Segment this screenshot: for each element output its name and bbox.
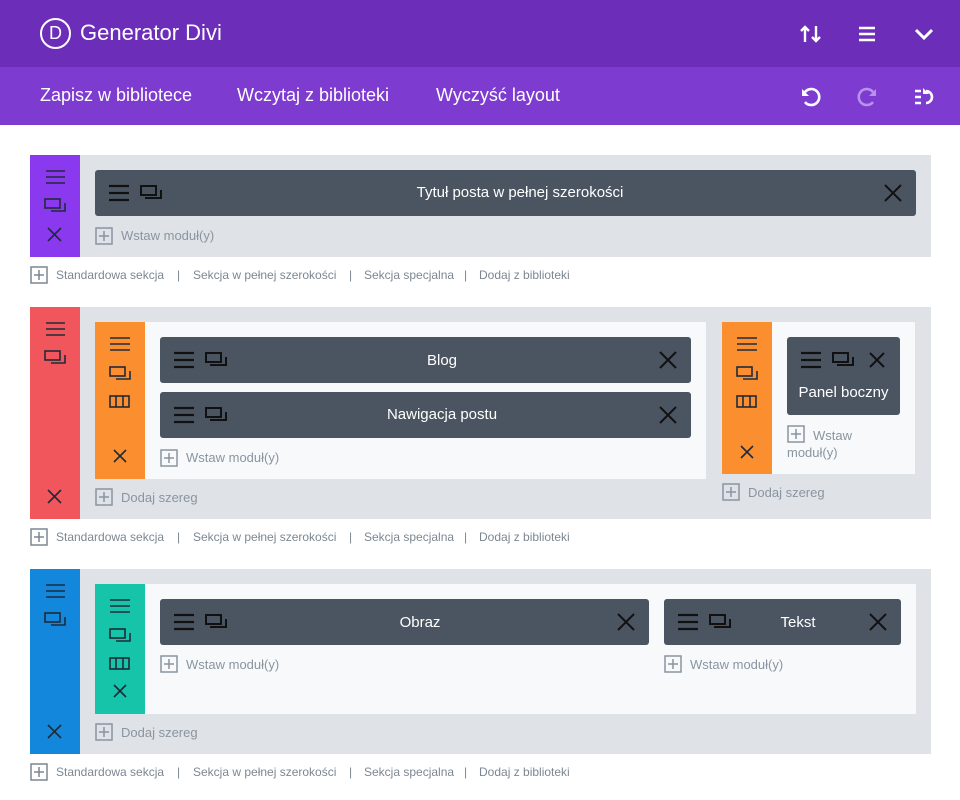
plus-icon[interactable] <box>95 723 113 741</box>
close-icon[interactable] <box>882 182 904 204</box>
separator: | <box>349 765 353 779</box>
module-image[interactable] <box>160 599 649 645</box>
plus-icon[interactable] <box>160 449 178 467</box>
module-menu-icon[interactable] <box>676 611 736 633</box>
separator: | <box>177 530 181 544</box>
add-special-section-link[interactable]: Sekcja specjalna <box>364 765 455 779</box>
module-title: Panel boczny <box>798 384 889 401</box>
plus-icon[interactable] <box>160 655 178 673</box>
row-handle[interactable] <box>95 322 145 479</box>
module-menu-icon[interactable] <box>799 349 891 371</box>
close-icon[interactable] <box>615 611 637 633</box>
module-title: Tekst <box>780 614 816 631</box>
divi-logo: D <box>40 18 71 49</box>
close-icon[interactable] <box>657 349 679 371</box>
add-from-library-link[interactable]: Dodaj z biblioteki <box>479 765 570 779</box>
hamburger-icon[interactable] <box>852 19 882 49</box>
insert-module-link[interactable]: Wstaw moduł(y) <box>121 228 215 243</box>
load-from-library-button[interactable]: Wczytaj z biblioteki <box>237 85 390 105</box>
close-icon[interactable] <box>867 611 889 633</box>
module-post-navigation[interactable] <box>160 392 691 438</box>
history-icon[interactable] <box>909 82 939 112</box>
module-menu-icon[interactable] <box>172 404 232 426</box>
add-special-section-link[interactable]: Sekcja specjalna <box>364 268 455 282</box>
row-handle[interactable] <box>722 322 772 474</box>
separator: | <box>464 530 468 544</box>
sort-arrows-icon[interactable] <box>796 19 826 49</box>
add-from-library-link[interactable]: Dodaj z biblioteki <box>479 530 570 544</box>
add-special-section-link[interactable]: Sekcja specjalna <box>364 530 455 544</box>
module-menu-icon[interactable] <box>172 349 232 371</box>
insert-module-link[interactable]: Wstaw moduł(y) <box>690 657 784 672</box>
separator: | <box>349 530 353 544</box>
add-standard-section-link[interactable]: Standardowa sekcja <box>56 530 165 544</box>
section-handle[interactable] <box>30 155 80 257</box>
insert-module-link[interactable]: Wstaw moduł(y) <box>186 657 280 672</box>
separator: | <box>464 268 468 282</box>
section-handle[interactable] <box>30 569 80 754</box>
module-sidebar[interactable] <box>787 337 900 415</box>
plus-icon[interactable] <box>787 425 805 443</box>
section-handle[interactable] <box>30 307 80 519</box>
add-row-link[interactable]: Dodaj szereg <box>121 725 198 740</box>
chevron-down-icon[interactable] <box>909 19 939 49</box>
redo-icon[interactable] <box>852 82 882 112</box>
plus-icon[interactable] <box>30 528 48 546</box>
module-menu-icon[interactable] <box>107 182 167 204</box>
close-icon[interactable] <box>657 404 679 426</box>
toolbar <box>0 67 960 125</box>
add-from-library-link[interactable]: Dodaj z biblioteki <box>479 268 570 282</box>
add-fullwidth-section-link[interactable]: Sekcja w pełnej szerokości <box>193 268 337 282</box>
clear-layout-button[interactable]: Wyczyść layout <box>436 85 560 105</box>
top-bar <box>0 0 960 67</box>
add-fullwidth-section-link[interactable]: Sekcja w pełnej szerokości <box>193 530 337 544</box>
add-fullwidth-section-link[interactable]: Sekcja w pełnej szerokości <box>193 765 337 779</box>
plus-icon[interactable] <box>95 227 113 245</box>
add-row-link[interactable]: Dodaj szereg <box>748 485 825 500</box>
undo-icon[interactable] <box>796 82 826 112</box>
insert-module-link[interactable]: Wstaw moduł(y) <box>787 428 852 460</box>
module-post-title[interactable] <box>95 170 916 216</box>
module-title: Blog <box>426 352 458 369</box>
plus-icon[interactable] <box>30 266 48 284</box>
save-to-library-button[interactable]: Zapisz w bibliotece <box>40 85 193 105</box>
plus-icon[interactable] <box>95 488 113 506</box>
separator: | <box>464 765 468 779</box>
module-title: Obraz <box>399 614 441 631</box>
module-title: Tytuł posta w pełnej szerokości <box>416 184 624 201</box>
add-standard-section-link[interactable]: Standardowa sekcja <box>56 268 165 282</box>
separator: | <box>177 765 181 779</box>
module-blog[interactable] <box>160 337 691 383</box>
app-title: Generator Divi <box>80 20 222 45</box>
separator: | <box>349 268 353 282</box>
plus-icon[interactable] <box>30 763 48 781</box>
separator: | <box>177 268 181 282</box>
module-title: Nawigacja postu <box>386 406 498 423</box>
add-row-link[interactable]: Dodaj szereg <box>121 490 198 505</box>
add-standard-section-link[interactable]: Standardowa sekcja <box>56 765 165 779</box>
module-menu-icon[interactable] <box>172 611 232 633</box>
module-text[interactable] <box>664 599 901 645</box>
plus-icon[interactable] <box>664 655 682 673</box>
insert-module-link[interactable]: Wstaw moduł(y) <box>186 450 280 465</box>
row-handle[interactable] <box>95 584 145 714</box>
plus-icon[interactable] <box>722 483 740 501</box>
